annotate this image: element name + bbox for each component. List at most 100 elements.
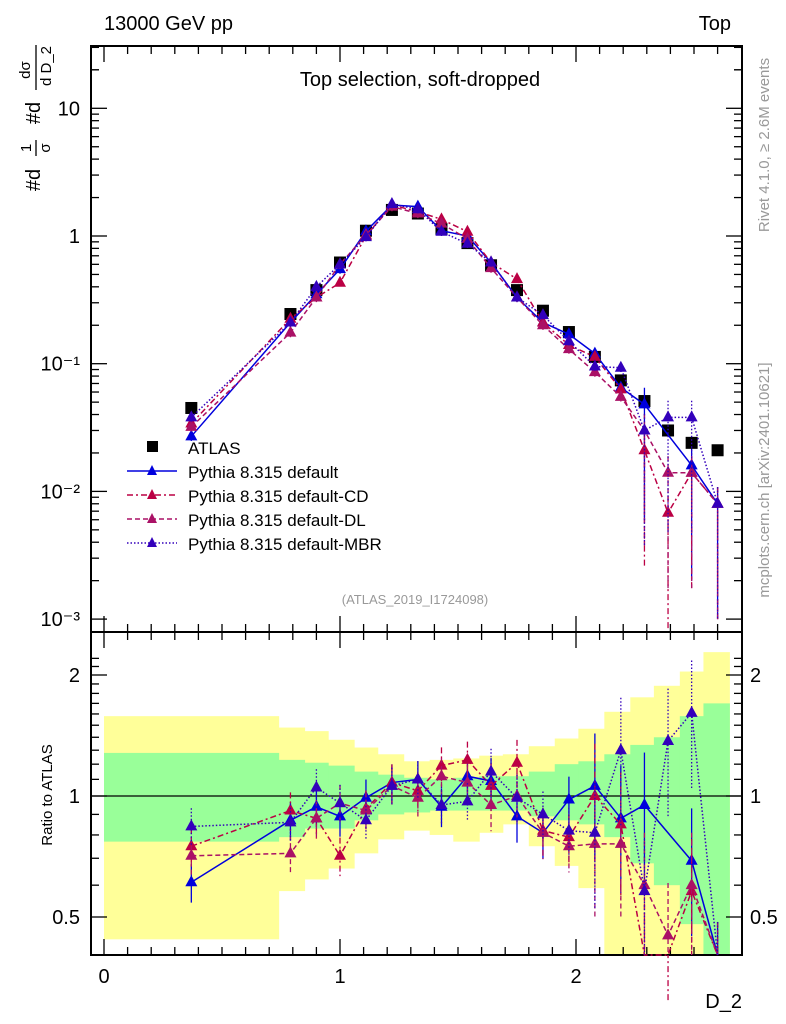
ratio-marker-triangle xyxy=(461,794,474,806)
series-atlas xyxy=(185,203,724,457)
data-marker-triangle xyxy=(334,275,346,287)
ratio-marker-triangle xyxy=(461,775,474,787)
ratio-uncertainty-bands xyxy=(104,652,730,954)
data-marker-triangle xyxy=(310,290,323,302)
data-marker-triangle xyxy=(385,197,398,209)
legend-item: Pythia 8.315 default-CD xyxy=(127,487,369,506)
ratio-marker-triangle xyxy=(685,878,698,890)
data-marker-triangle xyxy=(711,496,724,508)
data-marker-triangle xyxy=(638,397,651,409)
data-marker-triangle xyxy=(614,389,627,401)
ratio-marker-triangle xyxy=(511,755,523,767)
data-marker-triangle xyxy=(662,410,675,422)
band-inner-bin xyxy=(554,764,579,821)
ratio-marker-triangle xyxy=(359,803,372,815)
ylabel-frac2-num: dσ xyxy=(17,60,34,78)
ratio-marker-triangle xyxy=(385,778,398,790)
data-marker-triangle xyxy=(562,327,575,339)
data-marker-square xyxy=(185,401,198,414)
ratio-marker-triangle xyxy=(461,752,474,764)
ratio-marker-triangle xyxy=(185,839,198,851)
x-tick-label: 0 xyxy=(98,966,109,988)
legend-marker-triangle xyxy=(147,489,157,499)
ylabel-prefix1: #d xyxy=(23,169,45,191)
legend-item: Pythia 8.315 default-MBR xyxy=(127,535,382,554)
chart-title: Top selection, soft-dropped xyxy=(300,69,540,91)
ylabel-frac1-num: 1 xyxy=(18,144,35,152)
ratio-marker-triangle xyxy=(536,807,549,819)
data-marker-triangle xyxy=(614,382,627,394)
data-marker-square xyxy=(662,424,675,437)
ratio-marker-triangle xyxy=(411,772,424,784)
band-inner-bin xyxy=(653,737,681,886)
ratio-marker-triangle xyxy=(638,797,651,809)
y-tick-label: 10⁻³ xyxy=(41,609,81,631)
legend-marker-square xyxy=(147,441,158,452)
header-energy-label: 13000 GeV pp xyxy=(104,13,233,35)
legend-marker-triangle xyxy=(147,465,157,475)
ylabel-prefix2: #d xyxy=(23,102,45,124)
ratio-marker-triangle xyxy=(310,811,323,823)
data-marker-triangle xyxy=(562,334,575,346)
data-marker-triangle xyxy=(284,325,297,337)
main-series xyxy=(185,197,724,629)
legend-label: Pythia 8.315 default-DL xyxy=(188,511,366,530)
data-marker-triangle xyxy=(511,272,523,284)
ratio-marker-triangle xyxy=(588,825,601,837)
y-tick-label: 10 xyxy=(58,98,80,120)
ratio-marker-triangle xyxy=(185,875,198,887)
ratio-marker-triangle xyxy=(638,884,651,896)
x-tick-label: 2 xyxy=(570,966,581,988)
ylabel-frac1-den: σ xyxy=(37,143,54,153)
legend-label: ATLAS xyxy=(188,439,241,458)
main-ylabel: #d 1 σ #d dσ d D_2 xyxy=(17,45,55,191)
ratio-series xyxy=(185,660,719,1001)
data-marker-triangle xyxy=(185,419,198,431)
ratio-marker-triangle xyxy=(562,792,575,804)
data-marker-triangle xyxy=(435,216,448,228)
ratio-y-tick-label-right: 2 xyxy=(750,665,761,687)
ratio-marker-triangle xyxy=(562,823,575,835)
ratio-marker-triangle xyxy=(435,769,448,781)
legend-item: Pythia 8.315 default-DL xyxy=(127,511,366,530)
ratio-y-tick-label-left: 0.5 xyxy=(52,907,80,929)
data-marker-triangle xyxy=(461,224,474,236)
y-tick-label: 1 xyxy=(69,226,80,248)
ratio-marker-triangle xyxy=(185,819,198,831)
rivet-version-label: Rivet 4.1.0, ≥ 2.6M events xyxy=(756,58,773,232)
ratio-line xyxy=(190,775,719,956)
ratio-frame xyxy=(90,631,743,956)
mcplots-label: mcplots.cern.ch [arXiv:2401.10621] xyxy=(756,362,773,597)
header-process-label: Top xyxy=(699,13,731,35)
ratio-series-pythia-8-315-default-mbr xyxy=(185,660,719,956)
data-marker-triangle xyxy=(185,429,198,441)
data-marker-triangle xyxy=(614,360,627,372)
data-marker-triangle xyxy=(662,505,675,517)
ratio-marker-triangle xyxy=(485,764,498,776)
ratio-marker-triangle xyxy=(614,817,627,829)
legend-marker-triangle xyxy=(147,537,157,547)
legend: ATLAS Pythia 8.315 default Pythia 8.315 de… xyxy=(127,439,382,554)
data-marker-triangle xyxy=(485,255,498,267)
data-marker-triangle xyxy=(562,342,575,354)
data-marker-triangle xyxy=(536,318,549,330)
data-marker-square xyxy=(711,444,724,457)
legend-marker-triangle xyxy=(147,513,157,523)
legend-label: Pythia 8.315 default-MBR xyxy=(188,535,382,554)
series-pythia-8-315-default-dl xyxy=(185,199,724,620)
data-marker-triangle xyxy=(411,202,424,214)
data-marker-triangle xyxy=(461,236,474,248)
ratio-y-tick-label-left: 1 xyxy=(69,786,80,808)
ratio-marker-triangle xyxy=(562,839,575,851)
data-marker-triangle xyxy=(284,315,297,327)
ratio-marker-triangle xyxy=(511,790,523,802)
legend-label: Pythia 8.315 default xyxy=(188,463,339,482)
data-marker-triangle xyxy=(536,308,549,320)
ratio-marker-triangle xyxy=(638,878,651,890)
ratio-marker-triangle xyxy=(614,836,627,848)
ratio-marker-triangle xyxy=(662,928,675,940)
ratio-marker-triangle xyxy=(185,848,198,860)
ratio-marker-triangle xyxy=(588,836,601,848)
ratio-marker-triangle xyxy=(284,815,297,827)
